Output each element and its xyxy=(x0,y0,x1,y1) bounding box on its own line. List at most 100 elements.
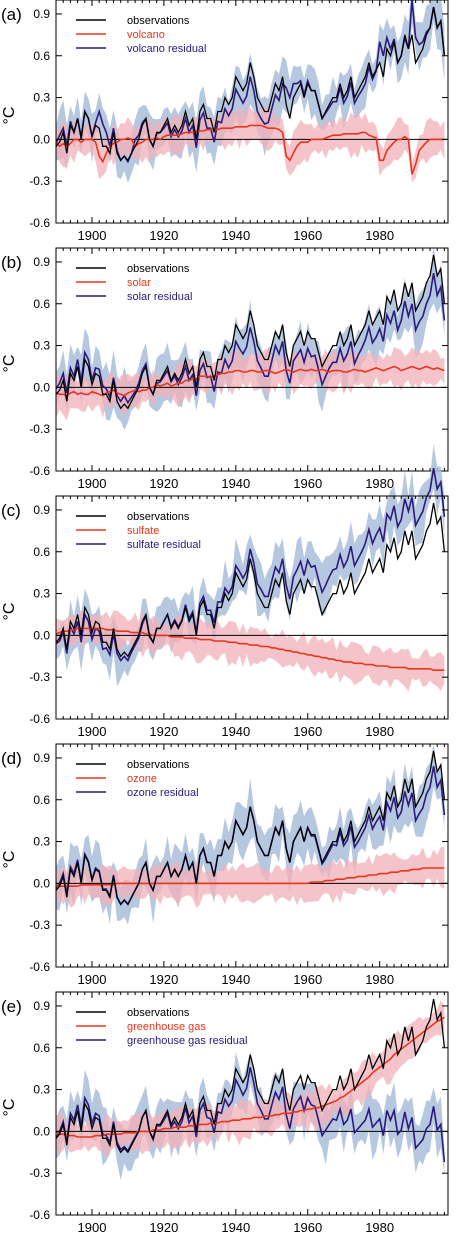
legend-entry: solar xyxy=(127,277,151,289)
x-tick-label: 1900 xyxy=(78,724,107,739)
y-tick-label: -0.3 xyxy=(29,1166,50,1180)
legend-entry: observations xyxy=(127,759,190,771)
x-tick-label: 1900 xyxy=(78,972,107,987)
residual-line xyxy=(55,467,446,662)
y-tick-label: 0.9 xyxy=(33,255,50,269)
observations-line xyxy=(55,998,446,1154)
x-tick-label: 1940 xyxy=(221,476,250,491)
x-tick-label: 1960 xyxy=(293,476,322,491)
x-tick-label: 1920 xyxy=(149,228,178,243)
x-tick-label: 1900 xyxy=(78,476,107,491)
x-tick-label: 1900 xyxy=(78,1220,107,1235)
panel-d: -0.6 -0.3 0.0 0.3 0.6 0.9 1900 1920 1940 1960 1980… xyxy=(1,743,449,987)
panel-label: (c) xyxy=(1,501,21,520)
forced-line xyxy=(55,365,445,397)
y-tick-label: -0.6 xyxy=(29,464,50,478)
legend-entry: ozone xyxy=(127,773,157,785)
legend-entry: observations xyxy=(127,1007,190,1019)
x-tick-label: 1940 xyxy=(221,724,250,739)
residual-uncertainty-band xyxy=(56,1051,445,1180)
y-tick-label: -0.3 xyxy=(29,174,50,188)
y-tick-label: -0.6 xyxy=(29,960,50,974)
y-tick-label: 0.3 xyxy=(33,339,50,353)
forced-line xyxy=(55,627,445,672)
legend-entry: observations xyxy=(127,15,190,27)
panel-a: -0.6 -0.3 0.0 0.3 0.6 0.9 1900 1920 1940 1960 1980… xyxy=(1,0,449,243)
plot-frame xyxy=(55,495,449,720)
legend-entry: volcano residual xyxy=(127,43,207,55)
y-tick-label: 0.3 xyxy=(33,1083,50,1097)
x-tick-label: 1920 xyxy=(149,1220,178,1235)
legend-entry: volcano xyxy=(127,29,165,41)
y-tick-label: -0.6 xyxy=(29,712,50,726)
y-tick-label: -0.6 xyxy=(29,216,50,230)
x-tick-label: 1960 xyxy=(293,724,322,739)
x-tick-label: 1920 xyxy=(149,972,178,987)
residual-line xyxy=(55,1067,446,1163)
legend-entry: sulfate xyxy=(127,525,159,537)
forced-uncertainty-band xyxy=(56,846,445,908)
y-tick-label: 0.3 xyxy=(33,587,50,601)
y-tick-label: 0.3 xyxy=(33,91,50,105)
panel-c: -0.6 -0.3 0.0 0.3 0.6 0.9 1900 1920 1940 1960 1980… xyxy=(1,443,449,739)
y-tick-label: 0.9 xyxy=(33,751,50,765)
x-tick-label: 1980 xyxy=(365,228,394,243)
legend-entry: sulfate residual xyxy=(127,539,201,551)
y-axis-label: °C xyxy=(1,107,18,125)
x-tick-label: 1940 xyxy=(221,228,250,243)
panel-b: -0.6 -0.3 0.0 0.3 0.6 0.9 1900 1920 1940 1960 1980… xyxy=(1,245,449,491)
panel-e: -0.6 -0.3 0.0 0.3 0.6 0.9 1900 1920 1940 1960 1980… xyxy=(1,991,449,1235)
legend-entry: greenhouse gas residual xyxy=(127,1035,247,1047)
y-tick-label: 0.6 xyxy=(33,793,50,807)
y-tick-label: -0.3 xyxy=(29,670,50,684)
legend-entry: ozone residual xyxy=(127,787,199,799)
x-tick-label: 1980 xyxy=(365,724,394,739)
y-tick-label: -0.3 xyxy=(29,422,50,436)
forced-line xyxy=(56,867,445,888)
y-tick-label: 0.0 xyxy=(33,876,50,890)
observations-line xyxy=(55,502,446,658)
panel-label: (e) xyxy=(1,997,22,1016)
residual-line xyxy=(55,272,446,405)
forced-line xyxy=(55,124,445,175)
x-tick-label: 1960 xyxy=(293,228,322,243)
y-tick-label: 0.9 xyxy=(33,999,50,1013)
plot-frame xyxy=(55,0,449,224)
forced-line xyxy=(55,1016,445,1138)
y-axis-label: °C xyxy=(1,851,18,869)
panel-label: (d) xyxy=(1,749,22,768)
y-tick-label: 0.0 xyxy=(33,1124,50,1138)
x-tick-label: 1920 xyxy=(149,724,178,739)
plot-frame xyxy=(55,743,449,968)
y-tick-label: 0.3 xyxy=(33,835,50,849)
forced-uncertainty-band xyxy=(56,610,445,692)
observations-line xyxy=(55,750,446,906)
panel-label: (a) xyxy=(1,5,22,24)
y-tick-label: 0.6 xyxy=(33,297,50,311)
legend-entry: solar residual xyxy=(127,291,192,303)
x-tick-label: 1940 xyxy=(221,1220,250,1235)
y-axis-label: °C xyxy=(1,603,18,621)
x-tick-label: 1960 xyxy=(293,972,322,987)
y-tick-label: 0.0 xyxy=(33,132,50,146)
y-tick-label: -0.6 xyxy=(29,1208,50,1222)
x-tick-label: 1980 xyxy=(365,972,394,987)
legend-entry: observations xyxy=(127,263,190,275)
plot-frame xyxy=(55,991,449,1216)
forced-uncertainty-band xyxy=(56,1000,445,1159)
y-tick-label: 0.9 xyxy=(33,503,50,517)
x-tick-label: 1980 xyxy=(365,1220,394,1235)
y-tick-label: 0.0 xyxy=(33,380,50,394)
x-tick-label: 1960 xyxy=(293,1220,322,1235)
panel-label: (b) xyxy=(1,253,22,272)
observations-line xyxy=(55,254,446,410)
x-tick-label: 1900 xyxy=(78,228,107,243)
y-axis-label: °C xyxy=(1,355,18,373)
x-tick-label: 1980 xyxy=(365,476,394,491)
x-tick-label: 1920 xyxy=(149,476,178,491)
plot-frame xyxy=(55,247,449,472)
y-tick-label: 0.6 xyxy=(33,1041,50,1055)
forced-uncertainty-band xyxy=(56,346,445,421)
y-tick-label: -0.3 xyxy=(29,918,50,932)
